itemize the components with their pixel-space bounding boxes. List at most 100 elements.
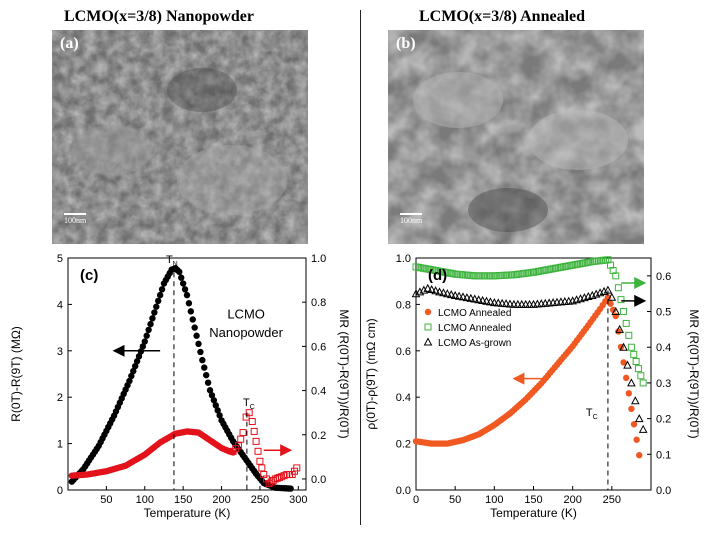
data-point (185, 300, 193, 307)
data-point (627, 378, 636, 387)
data-point (615, 324, 625, 333)
y-axis-title: ρ(0T)-ρ(9T) (mΩ cm) (364, 318, 378, 429)
data-point (505, 299, 515, 308)
y2-axis-title: MR (R(0T)-R(9T))/R(0T) (687, 309, 701, 438)
panel-label: (d) (428, 267, 447, 284)
data-point (275, 473, 283, 481)
y2-tick-label: 0.4 (311, 386, 326, 398)
data-point (625, 331, 633, 339)
data-point (637, 372, 645, 380)
data-point (634, 365, 642, 373)
data-point (193, 332, 200, 339)
x-tick-label: 100 (485, 494, 503, 506)
data-point (206, 387, 214, 394)
legend-entry: LCMO Annealed (424, 323, 511, 334)
y2-tick-label: 0.5 (656, 307, 671, 319)
x-tick-label: 0 (413, 494, 419, 506)
y2-tick-label: 0.2 (311, 430, 326, 442)
data-point (145, 326, 152, 334)
data-series (229, 409, 301, 487)
data-point (141, 338, 148, 345)
tc-annotation: TC (586, 407, 598, 421)
data-point (151, 309, 158, 316)
data-point (202, 371, 210, 379)
data-point (187, 308, 195, 315)
chart-d: 0 50 100 150 200 250 0.0 0.2 0.4 0.6 0.8 1.0 0.0 0.1 0… (364, 253, 701, 520)
data-point (153, 303, 160, 310)
x-tick-label: 50 (100, 494, 112, 506)
data-series (68, 428, 237, 479)
x-tick-label: 300 (289, 494, 307, 506)
x-tick-label: 250 (251, 494, 269, 506)
data-point (619, 342, 628, 351)
data-point (431, 286, 440, 295)
data-point (178, 274, 185, 281)
data-point (630, 396, 640, 405)
data-point (623, 360, 632, 369)
data-point (636, 452, 643, 459)
x-tick-label: 150 (524, 494, 542, 506)
data-point (250, 427, 258, 435)
x-tick-label: 150 (174, 494, 192, 506)
y-tick-label: 5 (57, 253, 63, 265)
legend-marker (424, 308, 432, 316)
data-point (204, 379, 212, 386)
y-tick-label: 0 (57, 485, 63, 497)
data-point (214, 407, 221, 414)
data-point (482, 296, 491, 305)
data-point (147, 320, 154, 328)
data-point (478, 295, 487, 304)
tc-annotation: TC (243, 397, 255, 411)
panel-a-label: (a) (60, 35, 79, 52)
y2-tick-label: 0.2 (656, 414, 671, 426)
x-axis-title: Temperature (K) (144, 506, 231, 520)
x-tick-label: 250 (603, 494, 621, 506)
data-point (634, 414, 644, 423)
y-tick-label: 0.2 (396, 439, 411, 451)
y-tick-label: 1.0 (396, 253, 411, 265)
data-point (131, 362, 139, 370)
data-point (293, 464, 301, 472)
data-point (614, 284, 622, 292)
data-point (607, 292, 617, 301)
data-point (439, 288, 448, 297)
data-point (199, 356, 206, 364)
data-point (423, 283, 433, 292)
data-point (245, 409, 253, 417)
data-point (628, 405, 635, 412)
data-point (212, 402, 219, 409)
y2-tick-label: 0.8 (311, 297, 326, 309)
data-point (189, 316, 196, 323)
legend-entry: LCMO As-grown (423, 337, 511, 349)
legend-marker (424, 323, 432, 331)
x-tick-label: 100 (136, 494, 154, 506)
data-point (176, 268, 183, 276)
scale-bar-label: 100nm (64, 216, 87, 225)
data-point (143, 332, 150, 339)
data-point (630, 421, 638, 428)
data-point (135, 353, 143, 360)
y-tick-label: 4 (57, 299, 63, 311)
data-series (411, 283, 648, 433)
data-point (195, 340, 202, 348)
y-tick-label: 0.4 (396, 392, 411, 404)
data-point (622, 374, 630, 382)
data-series (412, 294, 643, 459)
panel-a-title: LCMO(x=3/8) Nanopowder (64, 8, 254, 25)
data-point (486, 297, 495, 306)
y-tick-label: 3 (57, 346, 63, 358)
data-point (639, 379, 647, 387)
x-tick-label: 50 (449, 494, 461, 506)
data-point (287, 485, 294, 492)
data-point (620, 308, 628, 316)
data-point (630, 350, 638, 358)
scale-bar-label: 100nm (400, 216, 423, 225)
y2-tick-label: 0.4 (656, 342, 671, 354)
data-point (450, 290, 460, 299)
data-point (454, 291, 464, 300)
tn-annotation: TN (166, 254, 178, 268)
data-point (501, 299, 511, 308)
x-axis-title: Temperature (K) (490, 506, 577, 520)
sample-label-line1: LCMO (227, 306, 265, 321)
data-point (633, 436, 640, 443)
